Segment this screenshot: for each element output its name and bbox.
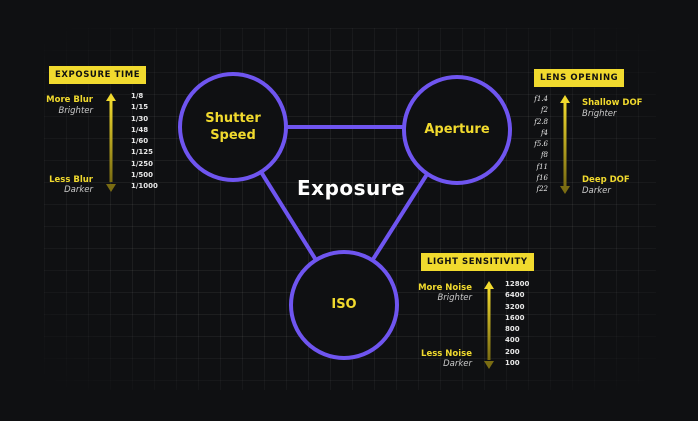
lens-opening-value: f4 — [540, 128, 548, 137]
exposure-time-value: 1/8 — [131, 92, 144, 100]
exposure-time-value: 1/250 — [131, 159, 154, 168]
light-sensitivity-value: 100 — [505, 359, 520, 368]
lens-opening-value: f2 — [540, 106, 548, 115]
light-sensitivity-top-label: More Noise — [418, 283, 472, 293]
exposure-time-value: 1/125 — [131, 148, 154, 157]
lens-opening-value: f11 — [536, 162, 549, 171]
exposure-time-value: 1/60 — [131, 137, 149, 146]
light-sensitivity-value: 3200 — [505, 302, 525, 311]
exposure-time-arrow — [106, 93, 116, 192]
light-sensitivity-value: 1600 — [505, 313, 525, 322]
aperture-circle — [402, 75, 512, 185]
lens-opening-scale: f1.4 f2 f2.8 f4 f5.6 f8 f11 f16 f22 — [520, 94, 548, 196]
light-sensitivity-value: 12800 — [505, 280, 530, 288]
lens-opening-arrow — [560, 95, 570, 194]
aperture-label: Aperture — [424, 122, 490, 137]
light-sensitivity-scale: 12800 6400 3200 1600 800 400 200 100 — [505, 279, 529, 369]
exposure-time-top-label: More Blur — [46, 95, 93, 105]
iso-circle — [289, 250, 399, 360]
exposure-time-value: 1/48 — [131, 125, 149, 134]
exposure-time-value: 1/500 — [131, 171, 154, 180]
light-sensitivity-bottom-sub: Darker — [443, 359, 472, 369]
lens-opening-tag: LENS OPENING — [534, 69, 625, 87]
iso-label: ISO — [331, 297, 357, 312]
lens-opening-value: f2.8 — [534, 117, 548, 126]
lens-opening-top-label: Shallow DOF — [582, 98, 643, 108]
light-sensitivity-tag: LIGHT SENSITIVITY — [421, 253, 534, 271]
exposure-time-top-sub: Brighter — [58, 106, 93, 116]
lens-opening-bottom-sub: Darker — [582, 186, 611, 196]
light-sensitivity-bottom-label: Less Noise — [421, 349, 472, 359]
exposure-time-value: 1/1000 — [131, 182, 158, 191]
lens-opening-bottom-label: Deep DOF — [582, 175, 630, 185]
exposure-center-title: Exposure — [297, 176, 406, 200]
shutter-speed-circle — [178, 72, 288, 182]
exposure-time-scale: 1/8 1/15 1/30 1/48 1/60 1/125 1/250 1/50… — [131, 91, 158, 193]
exposure-time-value: 1/30 — [131, 114, 149, 123]
light-sensitivity-value: 6400 — [505, 291, 525, 300]
lens-opening-value: f22 — [536, 185, 549, 194]
shutter-speed-line2: Speed — [210, 128, 256, 143]
exposure-time-bottom-sub: Darker — [64, 185, 93, 195]
lens-opening-value: f8 — [540, 151, 548, 160]
exposure-time-bottom-label: Less Blur — [49, 175, 93, 185]
shutter-speed-label: Shutter Speed — [193, 110, 273, 144]
light-sensitivity-value: 400 — [505, 336, 520, 345]
lens-opening-value: f16 — [536, 174, 549, 183]
light-sensitivity-value: 200 — [505, 347, 520, 356]
exposure-time-tag: EXPOSURE TIME — [49, 66, 147, 84]
lens-opening-top-sub: Brighter — [582, 109, 617, 119]
light-sensitivity-arrow — [484, 281, 494, 369]
lens-opening-value: f5.6 — [534, 140, 548, 149]
shutter-speed-line1: Shutter — [205, 111, 261, 126]
light-sensitivity-top-sub: Brighter — [437, 293, 472, 303]
exposure-time-value: 1/15 — [131, 103, 149, 112]
light-sensitivity-value: 800 — [505, 325, 520, 334]
lens-opening-value: f1.4 — [534, 95, 548, 103]
